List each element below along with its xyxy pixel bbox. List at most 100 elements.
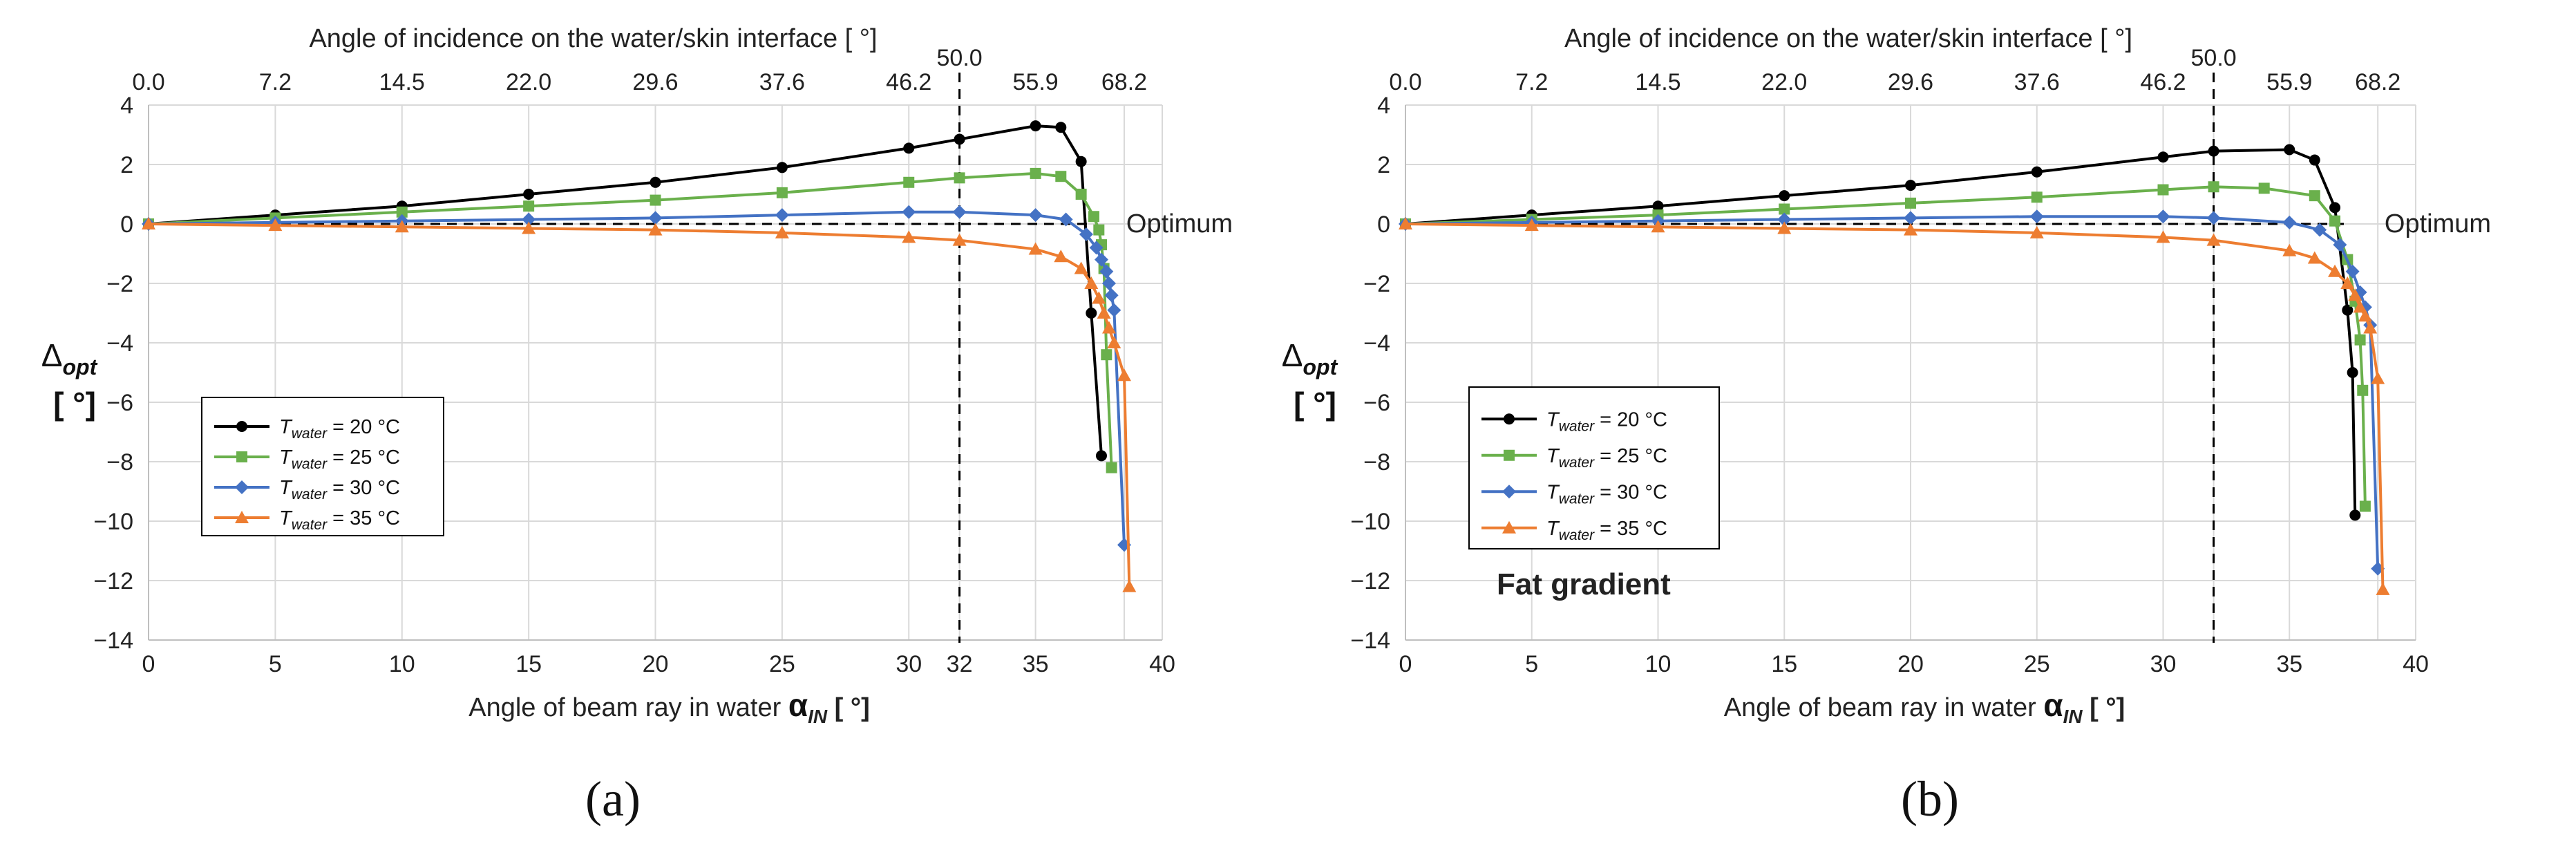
y-tick-label: 2 xyxy=(120,152,133,178)
x2-tick-label: 50.0 xyxy=(2191,45,2237,71)
legend-label: Twater = 35 °C xyxy=(279,507,400,533)
data-point xyxy=(1122,579,1137,592)
y-tick-label: −4 xyxy=(106,330,133,357)
legend-marker xyxy=(1502,485,1516,499)
y-tick-label: −4 xyxy=(1363,330,1390,357)
data-point xyxy=(1399,217,1412,229)
legend-marker xyxy=(1504,449,1515,461)
y-tick-label: 4 xyxy=(120,93,133,119)
x2-tick-label: 7.2 xyxy=(1515,69,1548,95)
data-point xyxy=(1779,203,1790,215)
y-tick-label: −2 xyxy=(106,271,133,297)
data-point xyxy=(1084,276,1099,289)
data-point xyxy=(395,220,409,233)
y-tick-label: −12 xyxy=(93,568,133,594)
data-point xyxy=(1059,212,1073,227)
data-point xyxy=(2282,243,2297,256)
x2-axis-label: Angle of incidence on the water/skin int… xyxy=(1564,24,2132,53)
data-point xyxy=(2309,190,2320,202)
y-tick-label: −14 xyxy=(93,628,133,654)
optimum-label: Optimum xyxy=(1126,209,1233,238)
y-tick-label: −12 xyxy=(1350,568,1390,594)
annotation-fat-gradient: Fat gradient xyxy=(1497,567,1671,601)
data-point xyxy=(2156,209,2170,224)
series-line-1 xyxy=(1405,148,2357,516)
data-point xyxy=(1101,321,1116,334)
x2-axis-label: Angle of incidence on the water/skin int… xyxy=(309,24,877,53)
data-point xyxy=(1030,120,1041,132)
legend-marker xyxy=(235,480,249,494)
x-tick-label: 20 xyxy=(643,651,669,677)
x2-tick-label: 0.0 xyxy=(1389,69,1421,95)
data-point xyxy=(2329,202,2341,214)
data-point xyxy=(2157,151,2169,163)
y-tick-label: −10 xyxy=(93,509,133,535)
data-point xyxy=(522,221,536,234)
data-point xyxy=(2371,371,2385,384)
x-tick-label: 30 xyxy=(2150,651,2177,677)
data-point xyxy=(2029,209,2044,224)
x2-tick-label: 29.6 xyxy=(1888,69,1933,95)
data-point xyxy=(2354,334,2366,346)
x2-tick-label: 37.6 xyxy=(2014,69,2060,95)
data-point xyxy=(775,225,789,238)
legend-label: Twater = 20 °C xyxy=(279,416,400,442)
data-point xyxy=(2340,276,2355,289)
x-tick-label: 25 xyxy=(2024,651,2050,677)
data-point xyxy=(1904,211,1917,225)
legend-marker xyxy=(1502,520,1516,534)
data-point xyxy=(1055,122,1067,133)
data-point xyxy=(523,200,535,212)
data-point xyxy=(1097,306,1111,319)
x-tick-label: 25 xyxy=(769,651,795,677)
y-tick-label: −14 xyxy=(1350,628,1390,654)
data-point xyxy=(1086,308,1097,319)
data-point xyxy=(2206,211,2221,225)
data-point xyxy=(952,233,967,246)
data-point xyxy=(396,206,408,218)
data-point xyxy=(1075,156,1087,167)
y-axis-label: Δopt xyxy=(1282,337,1338,379)
x2-tick-label: 37.6 xyxy=(759,69,805,95)
data-point xyxy=(2309,154,2320,166)
y-tick-label: −8 xyxy=(1363,449,1390,476)
data-point xyxy=(1106,462,1117,473)
data-point xyxy=(1104,288,1119,303)
data-point xyxy=(650,176,661,188)
data-point xyxy=(954,133,965,145)
data-point xyxy=(1524,218,1539,232)
data-point xyxy=(775,208,789,223)
y-axis-label: Δopt xyxy=(41,337,98,379)
x2-tick-label: 14.5 xyxy=(379,69,425,95)
data-point xyxy=(1117,368,1131,382)
x2-tick-label: 46.2 xyxy=(886,69,931,95)
series-line-3 xyxy=(1405,215,2380,569)
x2-tick-label: 55.9 xyxy=(1013,69,1059,95)
data-point xyxy=(2333,238,2347,252)
data-point xyxy=(2157,184,2169,196)
data-point xyxy=(1092,291,1106,304)
data-point xyxy=(776,187,788,198)
data-point xyxy=(1095,450,1107,462)
data-point xyxy=(2031,166,2043,178)
data-point xyxy=(1075,189,1087,200)
data-point xyxy=(2348,288,2362,301)
y-axis-unit: [ °] xyxy=(53,386,96,422)
data-point xyxy=(2282,215,2297,229)
x2-tick-label: 68.2 xyxy=(2355,69,2400,95)
y-tick-label: 0 xyxy=(120,212,133,238)
data-point xyxy=(1094,252,1108,267)
x-tick-label: 32 xyxy=(947,651,973,677)
data-point xyxy=(268,218,283,232)
data-point xyxy=(903,142,915,154)
legend-label: Twater = 30 °C xyxy=(279,477,400,502)
series-line-2 xyxy=(1405,185,2367,507)
x-tick-label: 5 xyxy=(269,651,282,677)
x2-tick-label: 14.5 xyxy=(1635,69,1680,95)
data-point xyxy=(2284,144,2295,156)
